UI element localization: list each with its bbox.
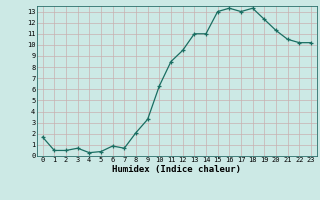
X-axis label: Humidex (Indice chaleur): Humidex (Indice chaleur)	[112, 165, 241, 174]
